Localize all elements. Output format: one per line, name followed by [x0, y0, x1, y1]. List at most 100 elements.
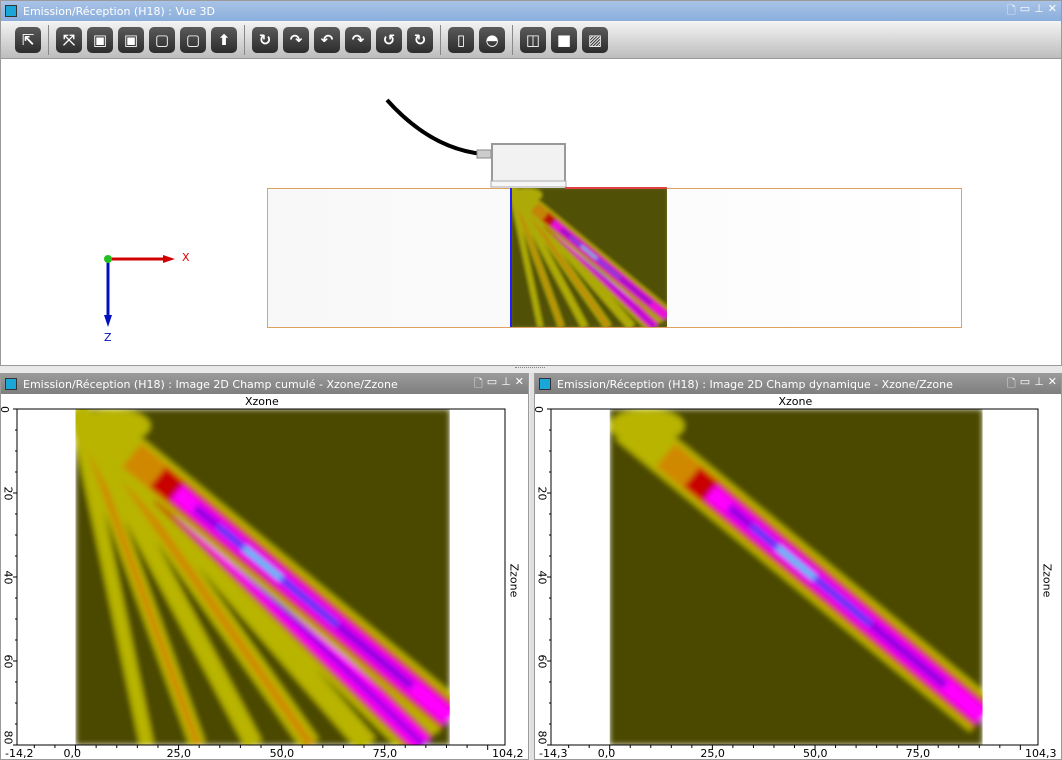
close-icon[interactable]: ✕ [514, 374, 524, 388]
protractor-button[interactable]: ◓ [479, 26, 505, 53]
view-wireframe-alt-button[interactable]: ▢ [180, 26, 206, 53]
view-solid-button[interactable]: ▣ [87, 26, 113, 53]
title-bar: Emission/Réception (H18) : Image 2D Cham… [535, 374, 1061, 394]
beam-band [514, 201, 563, 327]
view-solid-front-icon: ▣ [123, 30, 139, 49]
rotate-right-icon: ↷ [351, 30, 365, 49]
title-bar: Emission/Réception (H18) : Vue 3D 🗋 ▭ ⊥ ✕ [1, 1, 1061, 21]
hatch-icon: ▨ [587, 30, 603, 49]
document-icon[interactable]: 🗋 [1006, 3, 1016, 17]
restore-icon[interactable]: ▭ [1019, 1, 1031, 15]
beam-band [517, 201, 587, 327]
window-title: Emission/Réception (H18) : Image 2D Cham… [557, 377, 953, 391]
y-tick-label: 60 [535, 654, 549, 669]
select-tool-button[interactable]: ⇱ [15, 26, 41, 53]
hatch-button[interactable]: ▨ [582, 26, 608, 53]
x-axis-title: Xzone [778, 395, 813, 408]
rotate-up-icon: ↻ [258, 30, 272, 49]
restore-icon[interactable]: ▭ [1019, 374, 1031, 388]
3d-viewport[interactable]: X Z [1, 59, 1061, 365]
splitter-horizontal[interactable] [515, 367, 545, 371]
axis-x-label: X [182, 251, 190, 264]
rotate-left-button[interactable]: ↶ [314, 26, 340, 53]
window-title: Emission/Réception (H18) : Vue 3D [23, 4, 215, 18]
window-icon [5, 5, 17, 17]
view-wireframe-icon: ▢ [154, 30, 170, 49]
probe-wedge [490, 180, 567, 188]
rotate-ccw-icon: ↺ [382, 30, 396, 49]
heatmap-image [75, 409, 450, 745]
rotate-cw-icon: ↻ [413, 30, 427, 49]
x-tick-label: 75,0 [905, 747, 931, 760]
heatmap-image [609, 409, 983, 745]
probe-cable [385, 98, 484, 156]
protractor-icon: ◓ [485, 30, 499, 49]
view-solid-front-button[interactable]: ▣ [118, 26, 144, 53]
close-icon[interactable]: ✕ [1047, 374, 1057, 388]
rotate-down-button[interactable]: ↷ [283, 26, 309, 53]
ruler-button[interactable]: ▯ [448, 26, 474, 53]
x-tick-label: 0,0 [63, 747, 82, 760]
x-tick-label: 0,0 [597, 747, 616, 760]
beam-band [90, 440, 258, 745]
rotate-right-button[interactable]: ↷ [345, 26, 371, 53]
beam-band [84, 441, 201, 745]
beam-band [580, 245, 598, 260]
close-icon[interactable]: ✕ [1047, 1, 1057, 15]
y-tick-label: 20 [535, 486, 549, 501]
champ-cumule-window: Emission/Réception (H18) : Image 2D Cham… [0, 373, 529, 760]
box-outline-button[interactable]: ◫ [520, 26, 546, 53]
rotate-up-button[interactable]: ↻ [252, 26, 278, 53]
beam-band [512, 201, 542, 327]
window-icon [539, 378, 551, 390]
view-top-button[interactable]: ⬆ [211, 26, 237, 53]
toolbar: ⇱ ⤧ ▣ ▣ ▢ ▢ ⬆ ↻ ↷ ↶ ↷ ↺ ↻ ▯ ◓ ◫ ■ ▨ [1, 21, 1061, 59]
plot-area[interactable]: -14,2 0,0 25,0 50,0 75,0 104,2 0 20 40 60 80 Xzone Z… [0, 394, 528, 760]
pin-icon[interactable]: ⊥ [1034, 1, 1044, 15]
splitter-vertical[interactable] [530, 373, 534, 760]
ruler-icon: ▯ [456, 30, 466, 49]
y-tick-label: 80 [1, 730, 15, 745]
y-tick-label: 40 [1, 570, 15, 585]
box-solid-button[interactable]: ■ [551, 26, 577, 53]
toolbar-separator [440, 24, 441, 55]
y-tick-label: 0 [0, 406, 11, 413]
window-title: Emission/Réception (H18) : Image 2D Cham… [23, 377, 398, 391]
champ-dynamique-window: Emission/Réception (H18) : Image 2D Cham… [532, 373, 1062, 760]
rotate-ccw-button[interactable]: ↺ [376, 26, 402, 53]
x-tick-label: -14,2 [5, 747, 34, 760]
y-tick-label: 60 [1, 654, 15, 669]
document-icon[interactable]: 🗋 [473, 376, 483, 390]
title-bar: Emission/Réception (H18) : Image 2D Cham… [1, 374, 528, 394]
y-tick-label: 0 [532, 406, 545, 413]
view-top-icon: ⬆ [217, 30, 231, 49]
x-axis-title: Xzone [245, 395, 279, 408]
document-icon[interactable]: 🗋 [1006, 376, 1016, 390]
axis-triad [104, 255, 175, 327]
fit-view-button[interactable]: ⤧ [56, 26, 82, 53]
window-icon [5, 378, 17, 390]
box-solid-icon: ■ [556, 30, 572, 49]
probe-connector [476, 149, 492, 159]
pin-icon[interactable]: ⊥ [1034, 374, 1044, 388]
x-tick-label: -14,3 [539, 747, 568, 760]
view-wireframe-alt-icon: ▢ [185, 30, 201, 49]
plot-area[interactable]: -14,3 0,0 25,0 50,0 75,0 104,3 0 20 40 60 80 Xzone Z… [532, 394, 1061, 760]
view-wireframe-button[interactable]: ▢ [149, 26, 175, 53]
rotate-cw-button[interactable]: ↻ [407, 26, 433, 53]
beam-band [242, 546, 283, 581]
box-outline-icon: ◫ [525, 30, 541, 49]
y-axis-title: Zzone [507, 563, 521, 598]
field-overlay [511, 188, 667, 327]
rotate-left-icon: ↶ [320, 30, 334, 49]
vue-3d-window: Emission/Réception (H18) : Vue 3D 🗋 ▭ ⊥ ✕ ⇱… [0, 0, 1062, 366]
beam-band [79, 442, 150, 745]
y-tick-label: 40 [535, 570, 549, 585]
x-tick-label: 75,0 [372, 747, 398, 760]
toolbar-separator [48, 24, 49, 55]
heatmap-chart [13, 408, 506, 750]
pin-icon[interactable]: ⊥ [501, 374, 511, 388]
x-tick-label: 50,0 [803, 747, 828, 760]
x-tick-label: 25,0 [700, 747, 725, 760]
restore-icon[interactable]: ▭ [486, 374, 498, 388]
